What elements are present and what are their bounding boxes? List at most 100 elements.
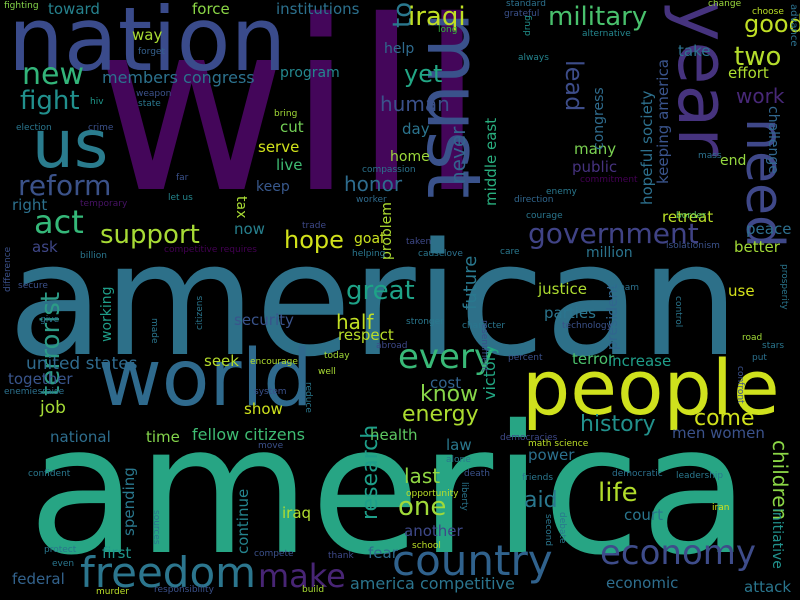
cloud-word: future	[460, 255, 481, 310]
cloud-word: isolationism	[666, 241, 720, 251]
cloud-word: life	[598, 478, 638, 508]
cloud-word: drug	[523, 15, 533, 36]
cloud-word: federal	[12, 570, 65, 588]
cloud-word: fellow citizens	[192, 425, 306, 444]
cloud-word: aid	[524, 488, 558, 513]
cloud-word: half	[336, 310, 374, 334]
cloud-word: fight	[20, 86, 80, 116]
cloud-word: confident	[28, 469, 71, 479]
cloud-word: many	[574, 140, 617, 158]
cloud-word: us	[32, 106, 109, 183]
cloud-word: character	[462, 321, 506, 331]
cloud-word: alone	[446, 455, 471, 465]
cloud-word: another	[404, 522, 463, 540]
cloud-word: murder	[96, 587, 129, 597]
cloud-word: road	[742, 333, 763, 343]
cloud-word: take	[678, 42, 711, 60]
cloud-word: increase	[608, 352, 672, 370]
cloud-word: democracies	[500, 433, 558, 443]
cloud-word: time	[146, 428, 180, 446]
cloud-word: direction	[514, 195, 554, 205]
cloud-word: build	[302, 585, 325, 595]
cloud-word: country	[392, 536, 553, 585]
cloud-word: give	[40, 315, 60, 325]
cloud-word: cost	[430, 374, 462, 392]
cloud-word: iraqi	[408, 2, 466, 32]
cloud-word: history	[580, 412, 656, 437]
cloud-word: way	[132, 26, 163, 44]
cloud-word: come	[694, 406, 755, 431]
cloud-word: responsibility	[154, 585, 214, 595]
cloud-word: hiv	[90, 97, 104, 107]
cloud-word: system	[254, 387, 287, 397]
cloud-word: forget	[138, 47, 165, 57]
cloud-word: technology	[562, 321, 612, 331]
cloud-word: job	[40, 398, 66, 418]
cloud-word: terror	[572, 350, 615, 368]
cloud-word: honor	[344, 172, 403, 196]
cloud-word: national	[50, 428, 111, 446]
cloud-word: encourage	[250, 357, 298, 367]
cloud-word: election	[16, 123, 52, 133]
cloud-word: program	[280, 65, 340, 81]
cloud-word: men women	[672, 424, 765, 442]
cloud-word: first	[102, 544, 132, 562]
cloud-word: working	[99, 286, 115, 342]
cloud-word: alternative	[582, 29, 631, 39]
cloud-word: today	[324, 351, 350, 361]
cloud-word: initiative	[769, 508, 785, 569]
cloud-word: attack	[744, 578, 792, 596]
cloud-word: opportunity	[406, 489, 459, 499]
cloud-word: last	[404, 464, 441, 488]
cloud-word: state	[138, 99, 161, 109]
cloud-word: citizens	[195, 295, 205, 330]
cloud-word: put	[752, 353, 767, 363]
cloud-word: protect	[44, 545, 77, 555]
cloud-word: america competitive	[350, 574, 515, 593]
cloud-word: know	[420, 382, 479, 407]
cloud-word: people	[522, 343, 780, 432]
cloud-word: military	[548, 2, 648, 32]
cloud-word: freedom	[80, 548, 257, 597]
cloud-word: abroad	[376, 341, 408, 351]
cloud-word: enemiesraise	[4, 387, 65, 397]
cloud-word: percent	[508, 353, 543, 363]
cloud-word: resentment	[479, 320, 489, 373]
cloud-word: new	[22, 57, 85, 92]
cloud-word: school	[412, 541, 441, 551]
cloud-word: advance	[788, 4, 799, 47]
cloud-word: now	[234, 220, 265, 238]
cloud-word: worker	[356, 195, 387, 205]
cloud-word: hope	[284, 226, 344, 254]
cloud-word: serve	[258, 138, 300, 156]
cloud-word: trade	[302, 221, 326, 231]
cloud-word: two	[734, 42, 782, 72]
cloud-word: keep	[256, 179, 290, 195]
cloud-word: taken	[406, 237, 432, 247]
cloud-word: democratic	[612, 469, 663, 479]
cloud-word: spending	[120, 467, 138, 536]
cloud-word: respect	[338, 326, 394, 344]
cloud-word: competitive requires	[164, 245, 257, 255]
cloud-word: america	[28, 387, 750, 594]
cloud-word: health	[370, 426, 418, 444]
cloud-word: force	[192, 0, 230, 18]
cloud-word: show	[244, 400, 283, 418]
cloud-word: compete	[254, 549, 294, 559]
cloud-word: yet	[404, 60, 443, 88]
cloud-word: mass	[698, 151, 722, 161]
cloud-word: second	[543, 514, 553, 547]
cloud-word: love	[444, 249, 463, 259]
cloud-word: prosperity	[779, 264, 789, 310]
cloud-word: american	[8, 209, 740, 391]
cloud-word: world	[98, 334, 313, 424]
cloud-word: security	[234, 311, 294, 329]
cloud-word: economic	[606, 574, 679, 592]
cloud-word: justice	[538, 280, 588, 298]
cloud-word: energy	[402, 402, 479, 427]
cloud-word: great	[346, 276, 415, 306]
cloud-word: thank	[328, 551, 354, 561]
cloud-word: care	[500, 247, 520, 257]
cloud-word: bring	[274, 109, 298, 119]
